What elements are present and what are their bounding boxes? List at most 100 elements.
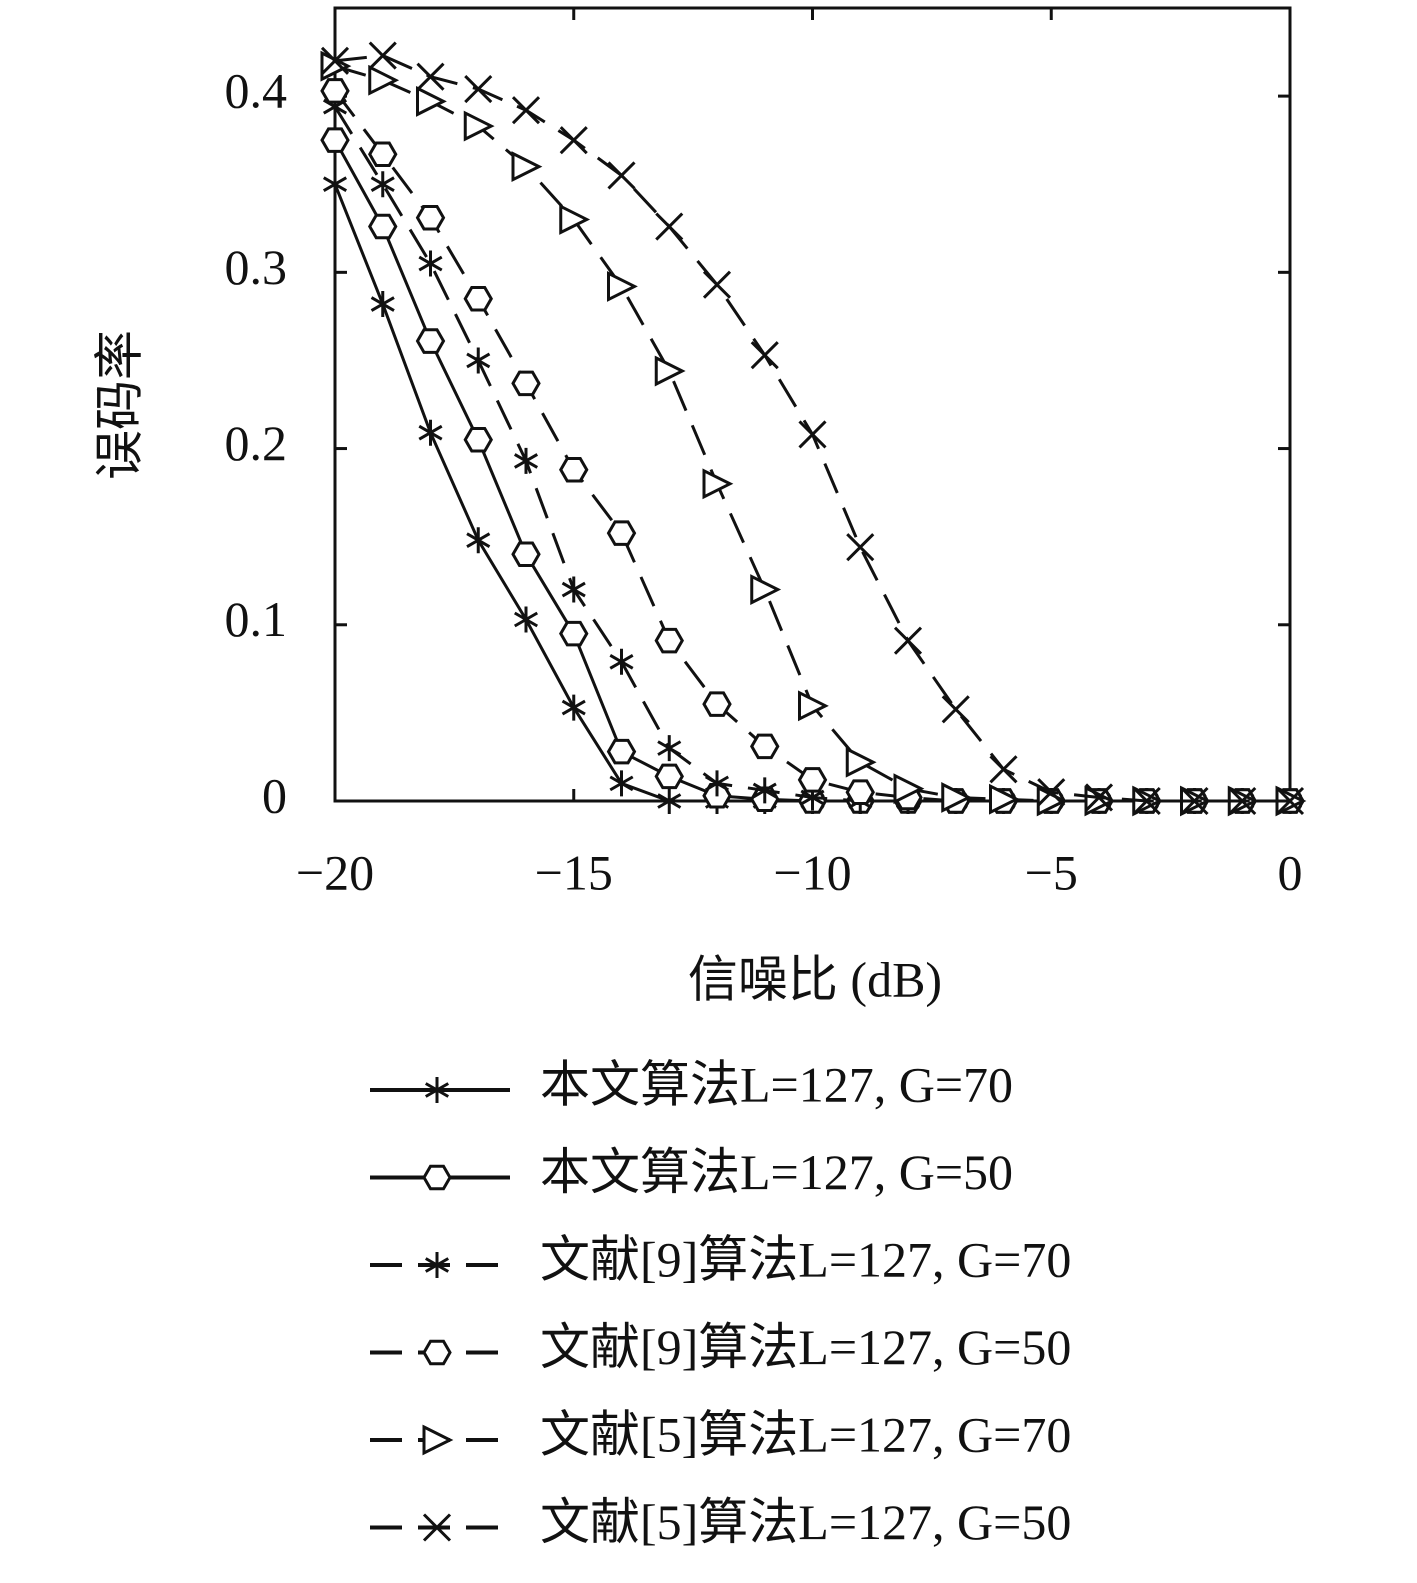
marker	[845, 746, 877, 778]
marker	[418, 250, 443, 277]
legend-marker	[422, 1164, 452, 1191]
marker	[416, 62, 445, 91]
y-tick-label: 0.2	[225, 415, 288, 471]
legend-marker	[422, 1424, 454, 1456]
legend-marker	[422, 1339, 452, 1366]
marker	[1036, 785, 1068, 817]
marker	[702, 270, 732, 299]
marker	[798, 420, 827, 449]
y-tick-label: 0	[262, 767, 287, 823]
marker	[368, 64, 400, 96]
y-tick-label: 0.3	[225, 239, 288, 295]
marker	[702, 468, 734, 500]
marker	[654, 763, 684, 790]
marker	[559, 456, 589, 483]
legend-marker	[422, 1513, 452, 1542]
marker	[606, 520, 637, 546]
marker	[1228, 786, 1257, 816]
marker	[511, 96, 541, 125]
marker	[607, 271, 638, 302]
marker	[654, 627, 684, 654]
marker	[750, 341, 779, 370]
legend-marker	[424, 1077, 450, 1103]
marker	[1132, 786, 1161, 816]
marker	[750, 574, 782, 605]
marker	[559, 126, 588, 155]
marker	[320, 78, 350, 104]
marker	[941, 782, 973, 813]
marker	[511, 370, 541, 397]
marker	[370, 171, 395, 198]
marker	[702, 691, 732, 717]
marker	[320, 46, 350, 75]
marker	[941, 695, 970, 724]
legend-label: 本文算法L=127, G=70	[540, 1056, 1013, 1112]
marker	[1180, 786, 1209, 816]
marker	[845, 779, 875, 805]
marker	[463, 426, 493, 453]
legend-label: 文献[5]算法L=127, G=70	[540, 1406, 1071, 1462]
marker	[893, 773, 925, 805]
marker	[322, 171, 348, 198]
series-line	[333, 105, 1290, 803]
marker	[463, 110, 495, 142]
marker	[1084, 785, 1116, 817]
marker	[798, 690, 829, 722]
marker	[989, 755, 1018, 784]
marker	[1084, 783, 1114, 812]
marker	[368, 41, 397, 70]
marker	[368, 141, 398, 168]
marker	[511, 541, 541, 568]
y-tick-label: 0.4	[225, 63, 288, 119]
marker	[1037, 778, 1066, 807]
legend-label: 本文算法L=127, G=50	[540, 1144, 1013, 1200]
legend-label: 文献[5]算法L=127, G=50	[540, 1494, 1071, 1550]
marker	[513, 606, 539, 633]
marker	[418, 419, 443, 446]
marker	[368, 213, 398, 240]
marker	[513, 447, 539, 474]
marker	[846, 533, 875, 562]
marker	[657, 788, 682, 814]
marker	[607, 161, 636, 190]
marker	[466, 527, 491, 554]
marker	[415, 204, 446, 231]
marker	[466, 347, 491, 374]
marker	[320, 127, 350, 153]
marker	[657, 735, 682, 762]
marker	[559, 620, 589, 647]
marker	[370, 291, 395, 318]
marker	[1275, 786, 1305, 816]
marker	[797, 767, 828, 793]
marker	[752, 777, 777, 804]
marker	[561, 694, 586, 721]
marker	[989, 783, 1020, 815]
x-axis-label: 信噪比 (dB)	[688, 951, 942, 1007]
marker	[704, 770, 730, 797]
y-tick-label: 0.1	[225, 591, 288, 647]
marker	[609, 648, 634, 675]
marker	[654, 355, 686, 387]
marker	[606, 738, 637, 765]
marker	[415, 328, 446, 354]
marker	[463, 286, 493, 312]
x-tick-label: −20	[296, 844, 374, 900]
marker	[609, 770, 634, 797]
x-tick-label: −15	[535, 844, 613, 900]
marker	[511, 151, 543, 183]
x-tick-label: −10	[773, 844, 851, 900]
marker	[416, 85, 447, 117]
x-tick-label: 0	[1278, 844, 1303, 900]
legend-marker	[424, 1252, 450, 1278]
x-tick-label: −5	[1025, 844, 1078, 900]
legend-label: 文献[9]算法L=127, G=50	[540, 1319, 1071, 1375]
marker	[464, 75, 493, 104]
marker	[893, 626, 923, 655]
legend-label: 文献[9]算法L=127, G=70	[540, 1231, 1071, 1287]
y-axis-label: 误码率	[91, 330, 147, 480]
marker	[559, 204, 591, 235]
marker	[655, 212, 684, 241]
marker	[561, 576, 586, 603]
marker	[750, 733, 780, 760]
